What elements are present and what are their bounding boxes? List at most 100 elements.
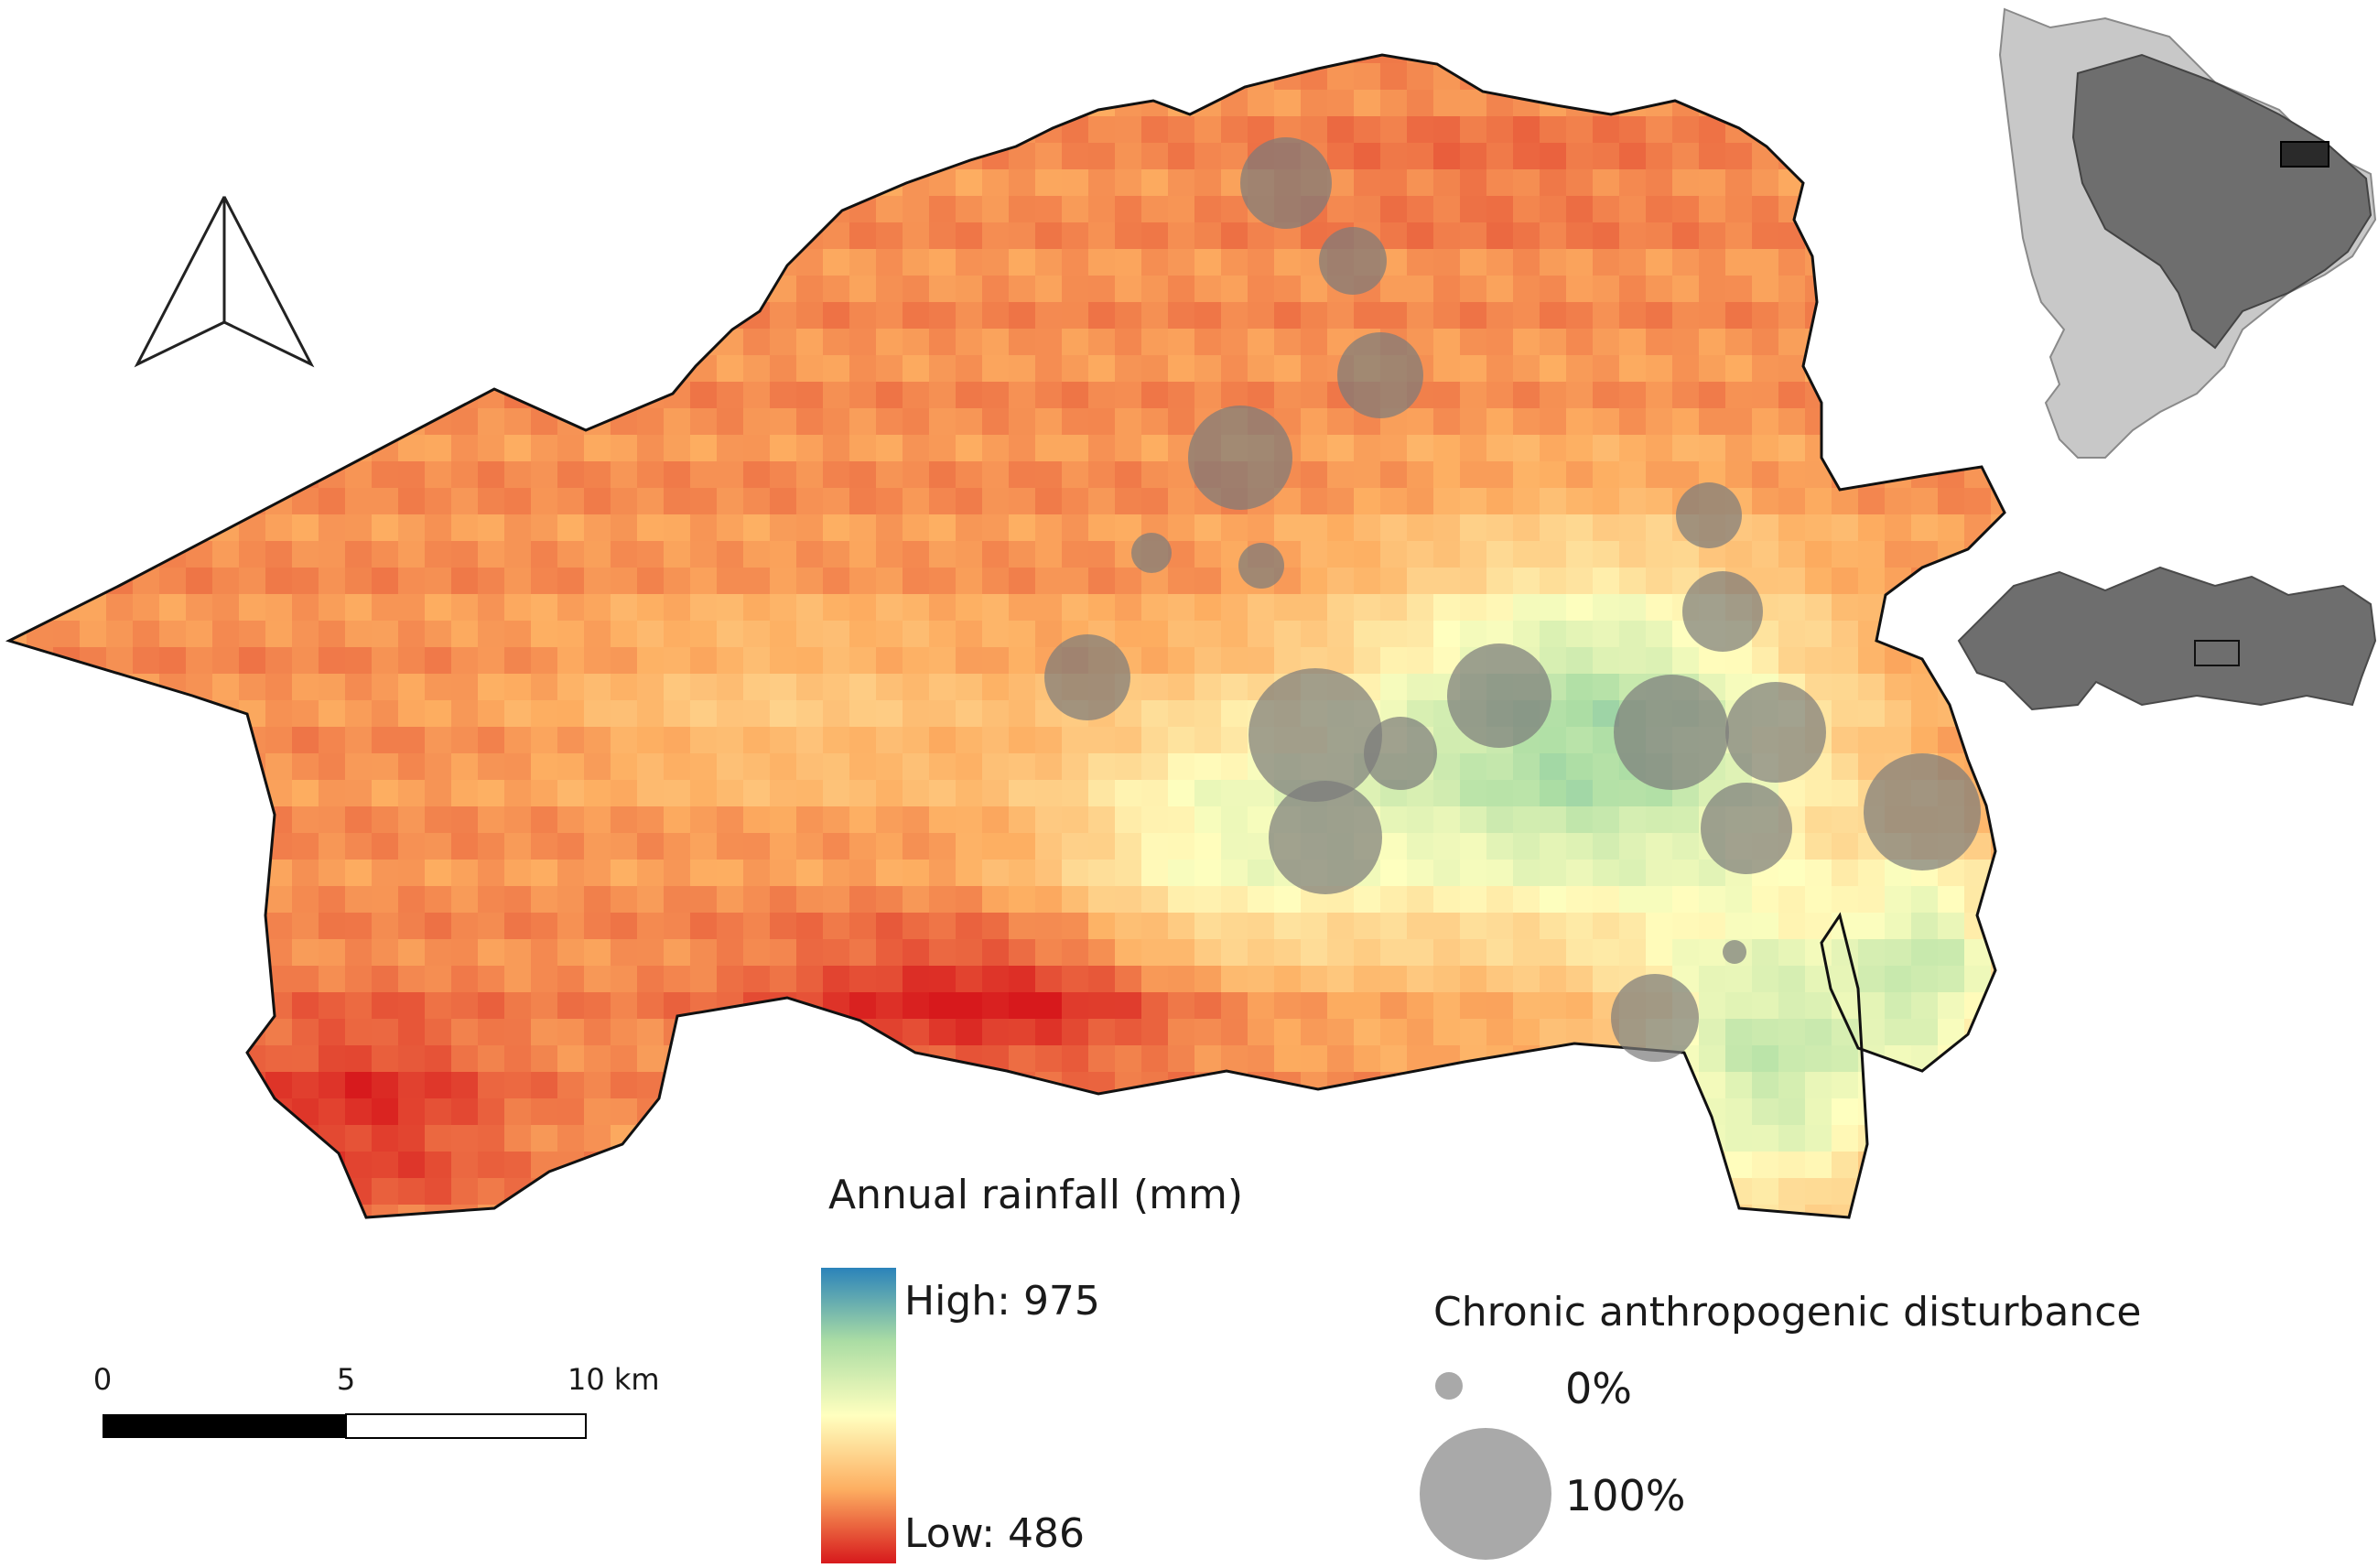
raster-cell <box>1141 594 1169 622</box>
raster-cell <box>1380 196 1408 223</box>
raster-cell <box>770 1019 797 1046</box>
raster-cell <box>1566 1045 1594 1073</box>
raster-cell <box>1699 355 1726 383</box>
raster-cell <box>1433 302 1461 330</box>
raster-cell <box>345 55 373 64</box>
raster-cell <box>425 992 452 1020</box>
raster-cell <box>823 435 850 462</box>
raster-cell <box>1354 435 1381 462</box>
raster-cell <box>398 860 426 887</box>
raster-cell <box>664 1019 691 1046</box>
raster-cell <box>557 488 585 515</box>
raster-cell <box>770 621 797 648</box>
raster-cell <box>690 329 718 356</box>
raster-cell <box>1778 63 1806 91</box>
raster-cell <box>1991 806 2005 834</box>
raster-cell <box>929 886 957 914</box>
raster-cell <box>849 939 877 967</box>
raster-cell <box>637 302 665 330</box>
raster-cell <box>929 302 957 330</box>
raster-cell <box>1646 1178 1673 1206</box>
raster-cell <box>1433 90 1461 117</box>
raster-cell <box>1115 1045 1142 1073</box>
raster-cell <box>239 382 266 409</box>
raster-cell <box>903 806 930 834</box>
scale-tick-5: 5 <box>337 1362 355 1397</box>
raster-cell <box>876 1125 903 1152</box>
raster-cell <box>743 461 771 489</box>
raster-cell <box>1035 435 1063 462</box>
raster-cell <box>637 1125 665 1152</box>
raster-cell <box>1354 568 1381 595</box>
raster-cell <box>743 249 771 276</box>
raster-cell <box>1938 169 1965 197</box>
raster-cell <box>1778 1178 1806 1206</box>
raster-cell <box>1009 461 1036 489</box>
raster-cell <box>1646 568 1673 595</box>
raster-cell <box>1035 514 1063 542</box>
raster-cell <box>319 143 346 170</box>
raster-cell <box>1566 1125 1594 1152</box>
raster-cell <box>27 435 54 462</box>
raster-cell <box>929 780 957 807</box>
raster-cell <box>80 1045 107 1073</box>
raster-cell <box>1221 1019 1248 1046</box>
raster-cell <box>531 1098 558 1126</box>
raster-cell <box>504 594 532 622</box>
raster-cell <box>1168 222 1195 250</box>
raster-cell <box>265 63 293 91</box>
raster-cell <box>690 1125 718 1152</box>
raster-cell <box>1991 329 2005 356</box>
raster-cell <box>531 169 558 197</box>
raster-cell <box>717 382 744 409</box>
raster-cell <box>1778 116 1806 144</box>
raster-cell <box>531 992 558 1020</box>
raster-cell <box>1088 514 1116 542</box>
raster-cell <box>1088 753 1116 781</box>
raster-cell <box>1752 647 1779 675</box>
raster-cell <box>451 90 479 117</box>
raster-cell <box>265 541 293 568</box>
raster-cell <box>1911 355 1939 383</box>
raster-cell <box>239 1152 266 1179</box>
raster-cell <box>53 886 81 914</box>
raster-cell <box>1407 992 1434 1020</box>
raster-cell <box>956 992 983 1020</box>
raster-cell <box>398 1178 426 1206</box>
raster-cell <box>1991 1019 2005 1046</box>
raster-cell <box>823 966 850 993</box>
raster-cell <box>1274 90 1302 117</box>
raster-cell <box>345 700 373 728</box>
raster-cell <box>1194 966 1222 993</box>
raster-cell <box>823 647 850 675</box>
raster-cell <box>1858 355 1886 383</box>
raster-cell <box>372 1125 399 1152</box>
raster-cell <box>1141 382 1169 409</box>
raster-cell <box>903 674 930 701</box>
raster-cell <box>1194 169 1222 197</box>
raster-cell <box>292 753 319 781</box>
raster-cell <box>53 833 81 860</box>
raster-cell <box>1513 966 1540 993</box>
raster-cell <box>80 1072 107 1099</box>
raster-cell <box>1672 90 1700 117</box>
raster-cell <box>1168 806 1195 834</box>
raster-cell <box>1619 621 1647 648</box>
raster-cell <box>451 169 479 197</box>
raster-cell <box>849 249 877 276</box>
raster-cell <box>637 276 665 303</box>
raster-cell <box>1778 1072 1806 1099</box>
raster-cell <box>637 1205 665 1217</box>
raster-cell <box>106 594 134 622</box>
disturbance-bubble <box>1131 533 1172 573</box>
raster-cell <box>292 806 319 834</box>
raster-cell <box>1088 1125 1116 1152</box>
raster-cell <box>584 1045 611 1073</box>
raster-cell <box>133 116 160 144</box>
raster-cell <box>823 913 850 940</box>
raster-cell <box>451 727 479 754</box>
raster-cell <box>1141 435 1169 462</box>
raster-cell <box>265 196 293 223</box>
raster-cell <box>1619 355 1647 383</box>
raster-cell <box>557 594 585 622</box>
